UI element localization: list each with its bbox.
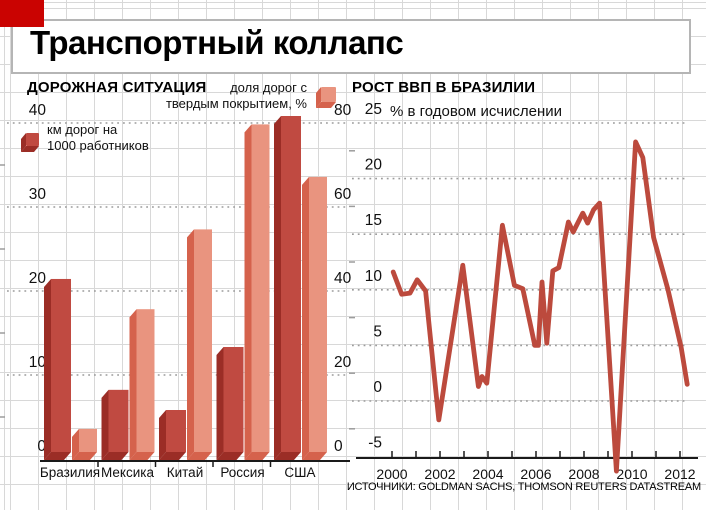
bar-roads-1	[44, 278, 71, 460]
gdp-y-axis-label: 15	[365, 212, 382, 229]
road-left-axis-label: 30	[29, 186, 47, 203]
road-category-label: Мексика	[101, 465, 154, 480]
road-left-axis-label: 10	[29, 354, 47, 371]
legend-paved-label: доля дорог с твердым покрытием, %	[157, 80, 307, 112]
bar-roads-2	[101, 389, 129, 460]
road-left-axis-label: 0	[37, 438, 46, 455]
page-title: Транспортный коллапс	[30, 24, 404, 61]
road-right-axis-label: 80	[334, 102, 352, 119]
road-left-axis-label: 40	[29, 102, 47, 119]
bar-paved-5	[302, 176, 327, 460]
gdp-x-axis-label: 2002	[424, 466, 455, 482]
bar-roads-4	[216, 347, 244, 460]
gdp-y-axis-label: 5	[373, 323, 382, 340]
road-category-label: Бразилия	[40, 465, 100, 480]
legend-roads-line1: км дорог на	[47, 122, 118, 137]
gdp-x-axis-label: 2000	[376, 466, 407, 482]
bar-paved-3	[187, 229, 212, 460]
road-right-axis-label: 40	[334, 270, 352, 287]
gdp-chart-title: РОСТ ВВП В БРАЗИЛИИ	[352, 79, 536, 96]
gdp-y-axis-label: 10	[365, 268, 383, 285]
legend-paved-line2: твердым покрытием, %	[165, 96, 307, 111]
road-category-label: США	[284, 465, 315, 480]
gdp-y-axis-label: -5	[368, 435, 382, 452]
legend-paved-icon	[316, 87, 336, 108]
source-note: ИСТОЧНИКИ: GOLDMAN SACHS, THOMSON REUTER…	[346, 481, 701, 493]
road-right-axis-label: 60	[334, 186, 352, 203]
gdp-y-axis-label: 25	[365, 101, 382, 118]
bar-roads-3	[159, 410, 186, 460]
gdp-x-axis-label: 2012	[664, 466, 695, 482]
road-left-axis-label: 20	[29, 270, 47, 287]
brand-corner-mark	[0, 0, 44, 27]
legend-paved-line1: доля дорог с	[230, 80, 307, 95]
legend-roads-line2: 1000 работников	[47, 138, 149, 153]
gdp-x-axis-label: 2010	[616, 466, 647, 482]
road-right-axis-label: 0	[334, 438, 343, 455]
gdp-y-axis-label: 0	[373, 379, 382, 396]
gdp-x-axis-label: 2008	[568, 466, 599, 482]
road-category-label: Китай	[167, 465, 204, 480]
bar-paved-1	[72, 428, 97, 460]
gdp-x-axis-label: 2004	[472, 466, 503, 482]
gdp-chart-subtitle: % в годовом исчислении	[390, 103, 563, 120]
title-card: Транспортный коллапс	[11, 19, 691, 74]
bar-paved-2	[129, 309, 155, 460]
gdp-x-axis-label: 2006	[520, 466, 551, 482]
road-right-axis-label: 20	[334, 354, 352, 371]
bar-roads-5	[274, 116, 301, 460]
gdp-y-axis-label: 20	[365, 157, 383, 174]
bar-paved-4	[244, 124, 270, 461]
gdp-chart: 25 20 15 10 5 0 -5 2000 2002 2004 2006 2008 2010 2012	[349, 101, 698, 482]
road-chart: 0 10 20 30 40 0 20 40 60 80 Бразилия Мексика Китай Ро…	[0, 87, 352, 480]
legend-roads-icon	[21, 133, 39, 152]
road-category-label: Россия	[220, 465, 264, 480]
road-chart-title: ДОРОЖНАЯ СИТУАЦИЯ	[27, 79, 207, 96]
legend-roads-label: км дорог на 1000 работников	[47, 122, 149, 154]
gdp-growth-line	[390, 139, 690, 474]
